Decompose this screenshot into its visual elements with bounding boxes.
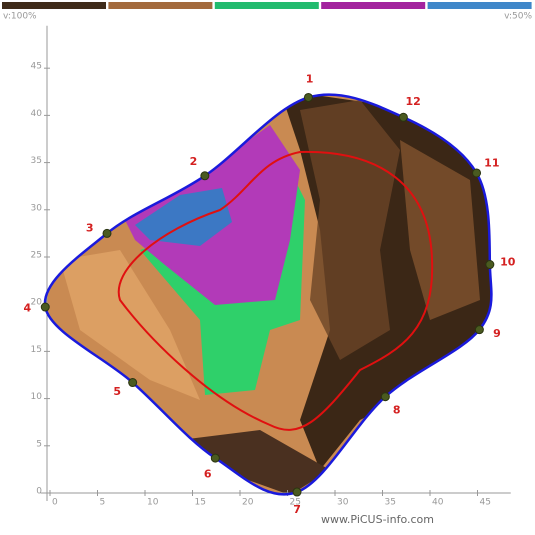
scale-segment [2,2,106,9]
sensor [292,487,302,497]
x-tick-label: 0 [52,498,58,508]
decay-boundary [117,150,434,431]
y-tick-label: 5 [36,439,42,449]
y-tick-label: 30 [31,203,43,213]
scale-label: v:100% [3,12,37,22]
x-tick-label: 30 [337,498,349,508]
x-tick-label: 40 [432,498,444,508]
y-tick-label: 10 [31,392,43,402]
scale-label: v:50% [504,12,532,22]
scale-segment [427,2,532,9]
y-tick-label: 35 [31,156,42,166]
watermark: www.PiCUS-info.com [321,513,434,526]
sensor [200,171,210,181]
x-tick-label: 5 [100,498,106,508]
sensor [472,168,482,178]
x-tick-label: 10 [147,498,159,508]
scale-segment [214,2,319,9]
y-tick-label: 25 [31,250,42,260]
y-tick-label: 0 [36,487,42,497]
sensor [40,302,50,312]
sensor [303,92,313,102]
y-tick-label: 40 [31,109,43,119]
y-tick-label: 45 [31,62,42,72]
x-tick-label: 15 [195,498,206,508]
sensor-label: 8 [393,404,401,417]
sensor [380,392,390,402]
sensor-label: 9 [493,327,501,340]
x-tick-label: 20 [242,498,254,508]
sensor-label: 3 [86,222,94,235]
sensor [474,325,484,335]
sensor-label: 1 [306,72,314,85]
sensor [485,260,495,270]
sensor [210,453,220,463]
sensor-label: 5 [113,385,121,398]
x-tick-label: 25 [290,498,301,508]
y-tick-label: 20 [31,298,43,308]
scale-segment [108,2,213,9]
sensor-label: 11 [484,156,499,169]
scale-segment [321,2,426,9]
sensor-label: 10 [500,256,516,269]
sensor-label: 6 [204,467,212,480]
sensor-label: 12 [405,95,420,108]
sensor [102,228,112,238]
sensor [398,112,408,122]
sensor-label: 4 [23,302,31,315]
sensor [128,378,138,388]
x-tick-label: 35 [385,498,396,508]
x-tick-label: 45 [480,498,491,508]
sensor-label: 2 [190,155,198,168]
y-tick-label: 15 [31,345,42,355]
sensor-label: 7 [293,503,301,516]
